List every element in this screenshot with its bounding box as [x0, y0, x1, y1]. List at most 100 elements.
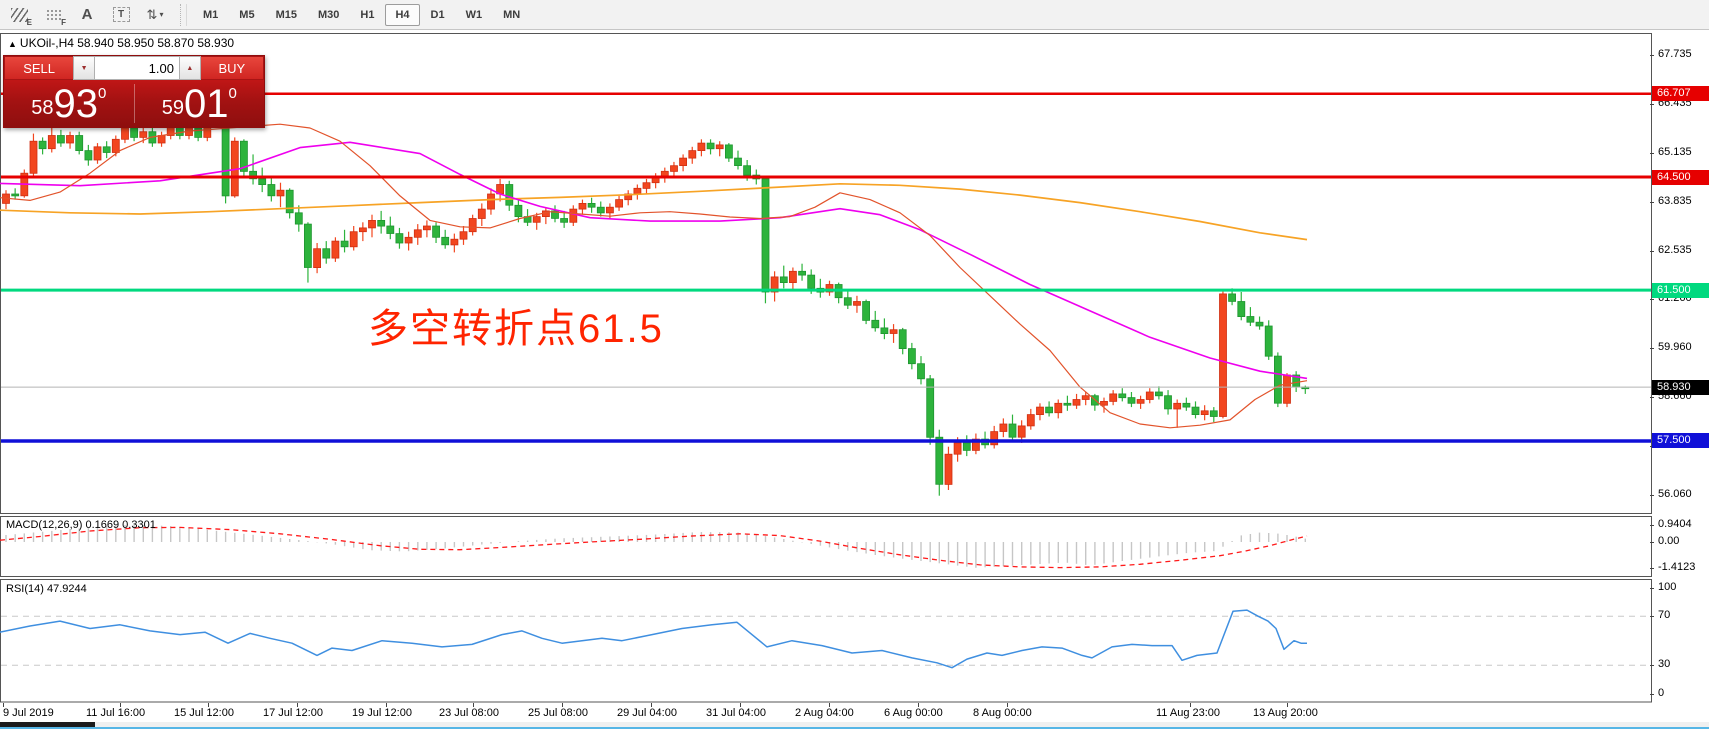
- buy-price-small: 59: [161, 97, 184, 119]
- candle-body: [358, 227, 367, 233]
- candle-body: [697, 142, 706, 152]
- rsi-line: [0, 609, 1308, 669]
- ma-slow-line: [0, 182, 1308, 241]
- candle-body: [505, 184, 514, 206]
- macd-tick-label: 0.9404: [1658, 517, 1692, 530]
- time-tick-mark: [829, 703, 830, 707]
- time-axis-label: 25 Jul 08:00: [528, 707, 588, 719]
- timeframe-button-D1[interactable]: D1: [421, 4, 455, 26]
- axis-tick-mark: [1650, 616, 1654, 617]
- icon-letter: E: [26, 17, 32, 27]
- timeframe-button-W1[interactable]: W1: [456, 4, 493, 26]
- candle-body: [1045, 406, 1053, 414]
- buy-button[interactable]: BUY: [200, 56, 264, 80]
- price-level-badge: 66.707: [1652, 86, 1709, 102]
- candle-body: [377, 219, 386, 227]
- candle-body: [1246, 316, 1255, 323]
- candle-body: [770, 276, 779, 293]
- candle-body: [1200, 410, 1209, 415]
- candle-body: [688, 150, 697, 159]
- timeframe-button-M1[interactable]: M1: [193, 4, 228, 26]
- time-tick-mark: [740, 703, 741, 707]
- volume-up-button[interactable]: ▲: [178, 56, 201, 80]
- timeframe-button-H4[interactable]: H4: [385, 3, 420, 26]
- axis-tick-mark: [1650, 202, 1654, 204]
- toolbar: E F A T ⇅ ▾ M1 M5 M15 M30 H1 H4 D1 W1 MN: [0, 0, 1709, 30]
- price-tick-label: 65.135: [1658, 146, 1692, 159]
- timeframe-button-H1[interactable]: H1: [350, 4, 384, 26]
- candle-body: [331, 240, 340, 259]
- candle-body: [267, 184, 276, 197]
- status-strip-blue-line: [0, 727, 1709, 729]
- sell-price-small: 58: [31, 97, 54, 119]
- sell-button[interactable]: SELL: [4, 56, 74, 80]
- price-tick-label: 59.960: [1658, 341, 1692, 354]
- arrange-arrows-icon[interactable]: ⇅ ▾: [140, 3, 170, 27]
- timeframe-button-M15[interactable]: M15: [266, 4, 307, 26]
- price-axis[interactable]: 67.735 66.435 65.135 63.835 62.535 61.260 59.9…: [1650, 31, 1709, 722]
- time-axis-label: 17 Jul 12:00: [263, 707, 323, 719]
- candle-body: [615, 199, 623, 208]
- grid-dots-icon[interactable]: F: [38, 3, 68, 27]
- macd-pane-border: [0, 516, 1652, 577]
- candle-body: [779, 276, 788, 283]
- candle-body: [908, 348, 916, 365]
- candle-body: [239, 140, 248, 172]
- candle-body: [313, 248, 322, 268]
- time-axis-label: 19 Jul 12:00: [352, 707, 412, 719]
- icon-letter: A: [81, 6, 93, 23]
- price-display-row: 58 93 0 59 01 0: [4, 80, 264, 127]
- axis-tick-mark: [1650, 542, 1654, 543]
- indicators-hatch-icon[interactable]: E: [4, 3, 34, 27]
- toolbar-separator: [180, 3, 187, 26]
- candle-body: [532, 216, 541, 223]
- time-axis-label: 6 Aug 00:00: [884, 707, 943, 719]
- candle-body: [1182, 402, 1191, 408]
- candle-body: [1036, 406, 1044, 416]
- candle-body: [569, 208, 578, 223]
- rsi-pane[interactable]: [0, 578, 1652, 704]
- volume-input[interactable]: [94, 56, 179, 80]
- caret-up-icon: ▲: [186, 64, 194, 72]
- axis-tick-mark: [1650, 495, 1654, 497]
- candle-body: [66, 135, 74, 144]
- axis-tick-mark: [1650, 153, 1654, 155]
- candle-body: [386, 225, 395, 234]
- time-tick-mark: [297, 703, 298, 707]
- candle-body: [1100, 400, 1108, 406]
- rsi-tick-label: 30: [1658, 658, 1671, 670]
- candle-body: [38, 140, 47, 150]
- volume-down-button[interactable]: ▼: [73, 56, 95, 80]
- time-tick-mark: [1287, 703, 1288, 707]
- time-tick-mark: [120, 703, 121, 707]
- main-chart-pane[interactable]: [0, 31, 1652, 515]
- candle-body: [194, 127, 203, 138]
- candle-body: [1109, 393, 1118, 402]
- candle-body: [413, 229, 422, 238]
- time-axis-label: 8 Aug 00:00: [973, 707, 1032, 719]
- candle-body: [1145, 391, 1154, 400]
- candle-body: [93, 146, 102, 161]
- candle-body: [422, 225, 431, 231]
- textbox-icon[interactable]: T: [106, 3, 136, 27]
- time-axis-label: 9 Jul 2019: [3, 707, 54, 719]
- candle-body: [276, 189, 285, 197]
- text-a-icon[interactable]: A: [72, 3, 102, 27]
- time-tick-mark: [562, 703, 563, 707]
- time-axis[interactable]: 9 Jul 2019 11 Jul 16:00 15 Jul 12:00 17 Jul…: [0, 703, 1653, 722]
- candle-body: [477, 208, 486, 219]
- time-axis-label: 15 Jul 12:00: [174, 707, 234, 719]
- candle-body: [130, 127, 139, 138]
- candle-body: [294, 212, 303, 225]
- macd-pane[interactable]: [0, 515, 1652, 578]
- candle-body: [121, 127, 129, 140]
- candle-body: [1255, 321, 1264, 327]
- timeframe-button-MN[interactable]: MN: [493, 4, 530, 26]
- timeframe-button-M5[interactable]: M5: [229, 4, 264, 26]
- candle-body: [84, 150, 93, 161]
- candle-body: [395, 233, 404, 244]
- chart-annotation: 多空转折点61.5: [368, 307, 664, 351]
- timeframe-button-M30[interactable]: M30: [308, 4, 349, 26]
- candle-body: [1274, 355, 1282, 404]
